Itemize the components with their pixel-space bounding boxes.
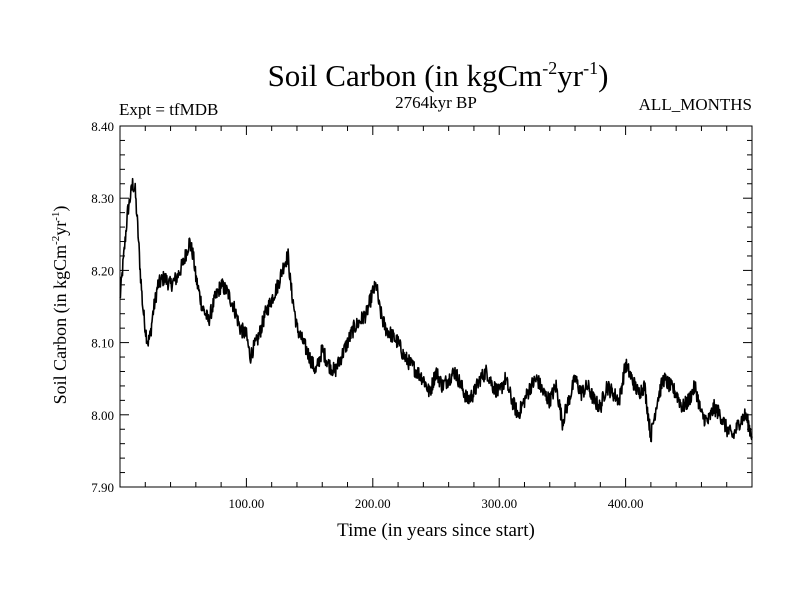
- series-group: [119, 177, 753, 443]
- plot-frame: [119, 125, 753, 488]
- title-mid: yr: [557, 58, 584, 93]
- y-tick-label: 8.00: [91, 408, 114, 423]
- ylabel-base: Soil Carbon (in kgCm: [50, 245, 71, 405]
- title-end: ): [598, 58, 608, 93]
- subtitle-center: 2764kyr BP: [395, 93, 477, 112]
- subtitle-right: ALL_MONTHS: [639, 95, 752, 114]
- ylabel-end: ): [50, 206, 71, 212]
- y-tick-label: 8.20: [91, 263, 114, 278]
- x-tick-label: 100.00: [229, 496, 265, 511]
- chart-title: Soil Carbon (in kgCm-2yr-1): [268, 58, 609, 93]
- y-tick-label: 7.90: [91, 480, 114, 495]
- y-tick-label: 8.40: [91, 119, 114, 134]
- series-line: [119, 177, 753, 443]
- title-sup1: -2: [542, 58, 557, 78]
- y-axis-label: Soil Carbon (in kgCm-2yr-1): [50, 206, 71, 405]
- ylabel-sup2: -1: [50, 212, 62, 221]
- y-tick-label: 8.10: [91, 336, 114, 351]
- x-tick-label: 400.00: [608, 496, 644, 511]
- ylabel-mid: yr: [50, 221, 70, 236]
- title-base: Soil Carbon (in kgCm: [268, 58, 543, 93]
- ticks-group: [120, 125, 752, 488]
- x-axis-label: Time (in years since start): [337, 520, 535, 541]
- subtitle-left: Expt = tfMDB: [119, 100, 218, 119]
- title-sup2: -1: [583, 58, 598, 78]
- x-tick-label: 300.00: [481, 496, 517, 511]
- y-tick-label: 8.30: [91, 191, 114, 206]
- tick-labels-group: 100.00 200.00 300.00 400.00 7.90 8.00 8.10 8.20…: [91, 119, 643, 511]
- x-tick-label: 200.00: [355, 496, 391, 511]
- ylabel-sup1: -2: [50, 236, 62, 245]
